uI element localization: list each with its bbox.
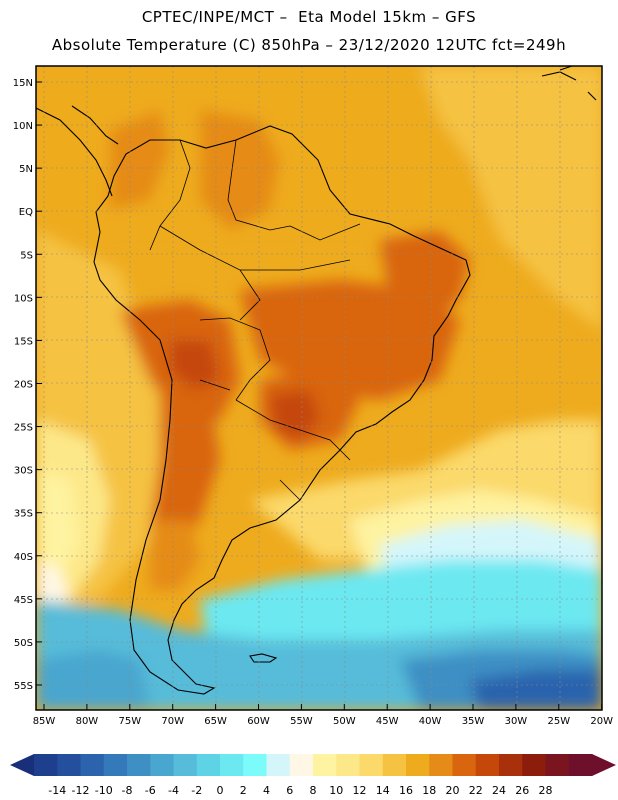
colorbar-box — [359, 754, 384, 776]
colorbar-box — [150, 754, 174, 776]
colorbar-label: -4 — [168, 784, 179, 797]
falklands — [249, 653, 278, 663]
lon-tick-label: 85W — [33, 716, 56, 727]
longitude-axis: 85W 80W 75W 70W 65W 60W 55W 50W 45W 40W 35W 30W 25W 2… — [33, 704, 613, 727]
temperature-map: 15N 10N 5N EQ 5S 10S 15S 20S 25S 30S 35S 40S 45S 50S 5… — [13, 65, 613, 727]
graticule — [36, 66, 603, 710]
colorbar-label: -12 — [72, 784, 90, 797]
colorbar-label: -2 — [191, 784, 202, 797]
lat-tick-label: 50S — [14, 638, 33, 649]
colorbar-label: 4 — [263, 784, 270, 797]
colorbar-left-arrow — [10, 754, 34, 776]
colorbar-label: 28 — [539, 784, 553, 797]
colorbar-label: 26 — [515, 784, 529, 797]
colorbar-label: 12 — [353, 784, 367, 797]
colorbar: -14 -12 -10 -8 -6 -4 -2 0 2 4 6 8 10 12 14 16 18 20 22 24 26… — [10, 754, 616, 797]
colorbar-box — [220, 754, 244, 776]
lon-tick-label: 75W — [118, 716, 141, 727]
colorbar-box — [336, 754, 360, 776]
colorbar-box — [545, 754, 570, 776]
colorbar-label: 2 — [240, 784, 247, 797]
colorbar-box — [173, 754, 198, 776]
colorbar-label: -8 — [122, 784, 133, 797]
colorbar-boxes — [34, 754, 593, 776]
lon-tick-label: 55W — [290, 716, 313, 727]
lat-tick-label: 35S — [14, 509, 33, 520]
colorbar-box — [406, 754, 430, 776]
colorbar-box — [475, 754, 500, 776]
lon-tick-label: 40W — [419, 716, 442, 727]
lon-tick-label: 65W — [204, 716, 227, 727]
south-america-coastline — [93, 125, 471, 695]
colorbar-label: 24 — [492, 784, 506, 797]
coastlines-and-borders — [36, 66, 597, 695]
colorbar-label: 0 — [217, 784, 224, 797]
colorbar-box — [568, 754, 593, 776]
colorbar-box — [103, 754, 128, 776]
colorbar-label: 6 — [286, 784, 293, 797]
colorbar-box — [34, 754, 58, 776]
colorbar-label: 18 — [422, 784, 436, 797]
lat-tick-label: 5S — [20, 250, 33, 261]
chart-title: CPTEC/INPE/MCT – Eta Model 15km – GFS — [141, 8, 477, 26]
colorbar-label: 20 — [446, 784, 460, 797]
colorbar-label: 14 — [376, 784, 390, 797]
colorbar-label: 8 — [310, 784, 317, 797]
central-america-coastline — [36, 105, 119, 197]
colorbar-box — [80, 754, 105, 776]
chart-subtitle: Absolute Temperature (C) 850hPa – 23/12/… — [51, 36, 567, 54]
lon-tick-label: 25W — [547, 716, 570, 727]
lon-tick-label: 50W — [333, 716, 356, 727]
lat-tick-label: 55S — [14, 681, 33, 692]
lon-tick-label: 70W — [161, 716, 184, 727]
lat-tick-label: 5N — [19, 164, 33, 175]
colorbar-label: 10 — [329, 784, 343, 797]
lat-tick-label: 15N — [13, 78, 33, 89]
lat-tick-label: 25S — [14, 423, 33, 434]
colorbar-box — [127, 754, 151, 776]
colorbar-label: 16 — [399, 784, 413, 797]
colorbar-box — [429, 754, 453, 776]
lat-tick-label: 15S — [14, 336, 33, 347]
colorbar-box — [452, 754, 477, 776]
colorbar-box — [196, 754, 221, 776]
lat-tick-label: 45S — [14, 595, 33, 606]
lat-tick-label: 10N — [13, 121, 33, 132]
colorbar-box — [313, 754, 337, 776]
temperature-field — [36, 66, 602, 710]
colorbar-box — [289, 754, 314, 776]
colorbar-box — [522, 754, 546, 776]
map-frame — [35, 65, 603, 711]
lon-tick-label: 60W — [247, 716, 270, 727]
colorbar-box — [499, 754, 523, 776]
lat-tick-label: 20S — [14, 379, 33, 390]
lat-tick-label: EQ — [19, 207, 33, 218]
lat-tick-label: 30S — [14, 466, 33, 477]
colorbar-box — [57, 754, 81, 776]
lon-tick-label: 20W — [590, 716, 613, 727]
colorbar-label: -14 — [48, 784, 66, 797]
lat-tick-label: 40S — [14, 552, 33, 563]
colorbar-box — [382, 754, 407, 776]
lon-tick-label: 45W — [376, 716, 399, 727]
country-borders — [149, 139, 361, 501]
colorbar-box — [266, 754, 291, 776]
lon-tick-label: 80W — [76, 716, 99, 727]
colorbar-label: -6 — [145, 784, 156, 797]
colorbar-labels: -14 -12 -10 -8 -6 -4 -2 0 2 4 6 8 10 12 14 16 18 20 22 24 26… — [48, 784, 552, 797]
lat-tick-label: 10S — [14, 293, 33, 304]
colorbar-label: 22 — [469, 784, 483, 797]
colorbar-label: -10 — [95, 784, 113, 797]
lon-tick-label: 35W — [462, 716, 485, 727]
colorbar-right-arrow — [592, 754, 616, 776]
latitude-axis: 15N 10N 5N EQ 5S 10S 15S 20S 25S 30S 35S 40S 45S 50S 5… — [13, 78, 42, 692]
colorbar-box — [243, 754, 267, 776]
lon-tick-label: 30W — [505, 716, 528, 727]
